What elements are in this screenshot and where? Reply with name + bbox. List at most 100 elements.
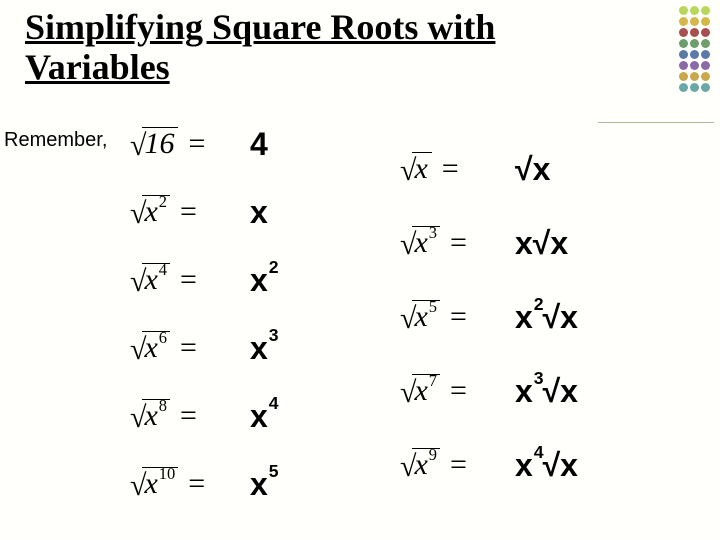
radicand-exponent: 6 <box>159 328 167 347</box>
radicand: x2 <box>142 195 170 228</box>
dot <box>679 50 688 59</box>
radical-expression: √x3 = <box>400 226 515 260</box>
equals-sign: = <box>180 195 197 229</box>
result-base: x <box>250 262 268 298</box>
radicand: x6 <box>142 331 170 364</box>
radicand-exponent: 5 <box>429 297 437 316</box>
radical-expression: √x4= <box>130 263 250 297</box>
dot <box>701 72 710 81</box>
result-radical: √x <box>515 151 550 187</box>
dot <box>679 6 688 15</box>
surd-symbol: √ <box>130 129 146 163</box>
result-radical: √x <box>543 299 578 335</box>
surd-symbol: √ <box>400 376 416 410</box>
left-row: √x6=x3 <box>130 324 278 372</box>
result: x2√x <box>515 299 578 336</box>
result: x√x <box>515 225 568 262</box>
dots-row <box>679 61 710 70</box>
surd-symbol: √ <box>400 154 416 188</box>
result-radical: √x <box>533 225 568 261</box>
equals-sign: = <box>180 331 197 365</box>
result-base: x <box>250 194 268 230</box>
radical-expression: √16= <box>130 127 250 161</box>
left-row: √x8=x4 <box>130 392 278 440</box>
result: x4 <box>250 398 278 435</box>
title-line-2: Variables <box>25 47 170 87</box>
surd-symbol: √ <box>130 401 146 435</box>
dot <box>690 61 699 70</box>
dot <box>679 28 688 37</box>
remember-label: Remember, <box>4 129 107 152</box>
radicand-exponent: 3 <box>429 223 437 242</box>
radicand-exponent: 2 <box>159 192 167 211</box>
result: x2 <box>250 262 278 299</box>
radicand: x8 <box>142 399 170 432</box>
result-base: x <box>515 373 533 409</box>
equals-sign: = <box>450 448 467 482</box>
result: x5 <box>250 466 278 503</box>
dot <box>679 72 688 81</box>
surd-symbol: √ <box>400 302 416 336</box>
left-row: √x4=x2 <box>130 256 278 304</box>
dot <box>679 83 688 92</box>
radical-expression: √x9= <box>400 448 515 482</box>
radicand-base: 16 <box>144 127 174 160</box>
result: x3 <box>250 330 278 367</box>
radicand-exponent: 8 <box>159 396 167 415</box>
result-exponent: 4 <box>269 393 279 413</box>
dot <box>690 39 699 48</box>
result-base: x <box>515 225 533 261</box>
dot <box>690 6 699 15</box>
surd-symbol: √ <box>130 333 146 367</box>
dot <box>701 61 710 70</box>
result-exponent: 3 <box>269 325 279 345</box>
dot <box>701 17 710 26</box>
right-row: √x5=x2√x <box>400 293 578 341</box>
result-base: x <box>250 330 268 366</box>
equals-sign: = <box>188 467 205 501</box>
dot <box>701 39 710 48</box>
dot <box>690 83 699 92</box>
radicand-exponent: 4 <box>159 260 167 279</box>
result-exponent: 2 <box>534 294 544 314</box>
radical-expression: √x6 = <box>130 331 250 365</box>
left-row: √x2=x <box>130 188 278 236</box>
right-row: √x7=x3√x <box>400 367 578 415</box>
right-column: √x=√x√x3=x√x√x5=x2√x√x7=x3√x√x9=x4√x <box>400 145 578 515</box>
result-exponent: 5 <box>269 461 279 481</box>
dot <box>701 6 710 15</box>
result-exponent: 3 <box>534 368 544 388</box>
equals-sign: = <box>450 300 467 334</box>
radical-expression: √x8= <box>130 399 250 433</box>
radicand: x4 <box>142 263 170 296</box>
result-radical: √x <box>543 373 578 409</box>
dots-row <box>679 50 710 59</box>
radicand-exponent: 10 <box>159 464 176 483</box>
dot <box>690 17 699 26</box>
dot <box>701 50 710 59</box>
radicand: x5 <box>412 300 440 333</box>
result-radical: √x <box>543 447 578 483</box>
result: x <box>250 194 268 231</box>
slide: Simplifying Square Roots with Variables … <box>0 0 720 540</box>
dots-row <box>679 83 710 92</box>
result: x3√x <box>515 373 578 410</box>
radicand: x10 <box>142 467 178 500</box>
left-row: √16=4 <box>130 120 278 168</box>
dot <box>679 61 688 70</box>
result: x4√x <box>515 447 578 484</box>
dot <box>701 28 710 37</box>
radicand-exponent: 9 <box>429 445 437 464</box>
surd-symbol: √ <box>400 228 416 262</box>
radical-expression: √x2= <box>130 195 250 229</box>
radicand: 16 <box>142 127 178 160</box>
dot <box>690 50 699 59</box>
equals-sign: = <box>450 226 467 260</box>
radical-expression: √x= <box>400 152 515 186</box>
surd-symbol: √ <box>130 265 146 299</box>
dot <box>690 28 699 37</box>
dots-row <box>679 39 710 48</box>
dot <box>701 83 710 92</box>
right-row: √x3=x√x <box>400 219 578 267</box>
radicand: x3 <box>412 226 440 259</box>
